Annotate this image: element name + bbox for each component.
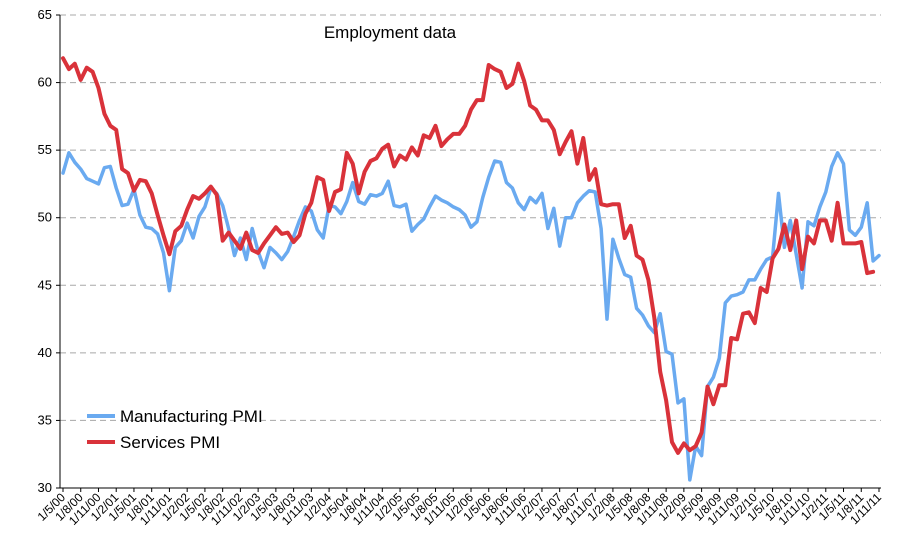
y-axis-ticks: 30 35 40 45 50 55 60 65 — [38, 7, 60, 495]
y-tick-label-55: 55 — [38, 142, 52, 157]
legend-label-manufacturing: Manufacturing PMI — [120, 407, 263, 426]
legend-label-services: Services PMI — [120, 433, 220, 452]
y-tick-label-50: 50 — [38, 210, 52, 225]
y-tick-label-40: 40 — [38, 345, 52, 360]
y-tick-label-35: 35 — [38, 412, 52, 427]
y-tick-label-30: 30 — [38, 480, 52, 495]
series-line-manufacturing-pmi — [61, 151, 881, 482]
series-line-services-pmi — [61, 56, 876, 455]
chart-title: Employment data — [324, 23, 457, 42]
y-tick-label-60: 60 — [38, 75, 52, 90]
legend: Manufacturing PMI Services PMI — [87, 407, 263, 452]
y-tick-label-65: 65 — [38, 7, 52, 22]
gridlines — [60, 14, 881, 421]
x-axis-ticks: 1/5/001/8/001/11/001/2/011/5/011/8/011/1… — [35, 488, 884, 528]
series-layer — [61, 56, 881, 482]
y-tick-label-45: 45 — [38, 277, 52, 292]
